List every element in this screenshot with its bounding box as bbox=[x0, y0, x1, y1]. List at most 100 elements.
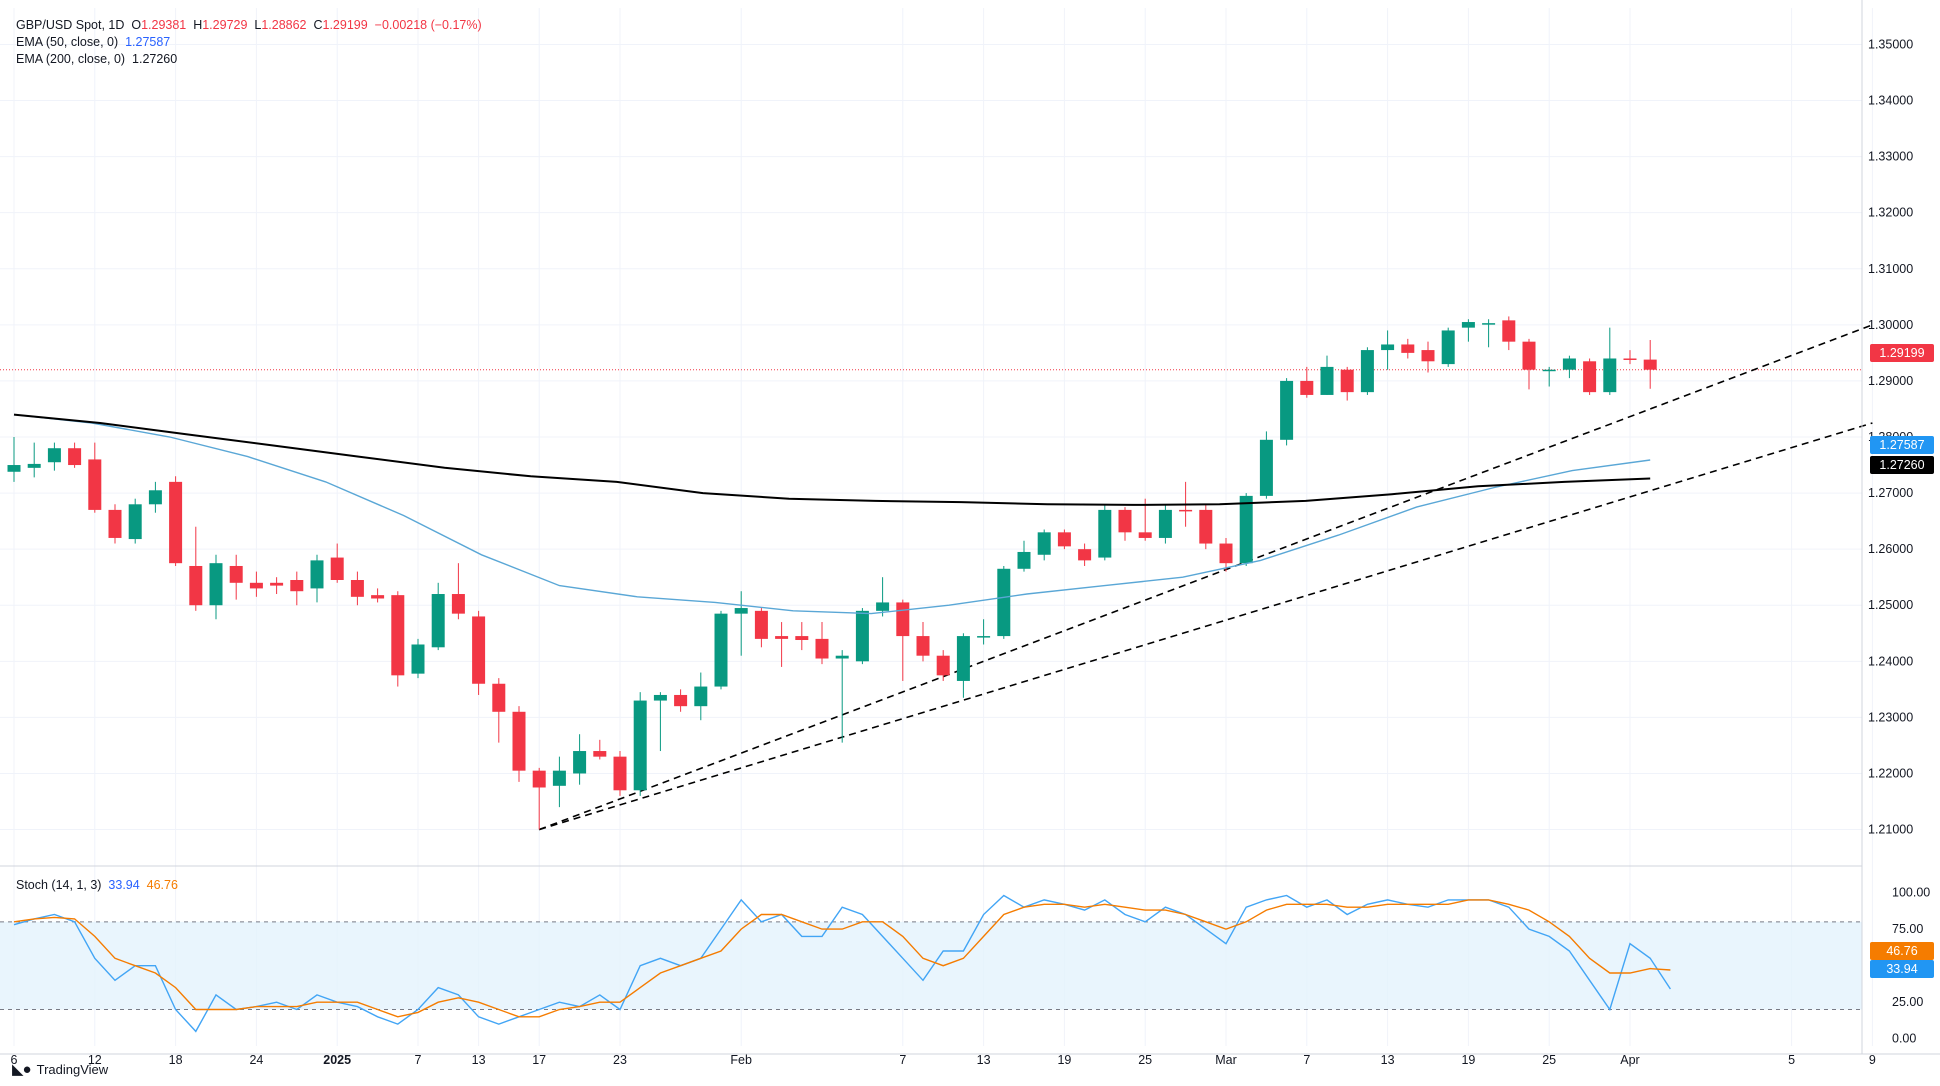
candle-body-up bbox=[1320, 366, 1334, 395]
legend-close: 1.29199 bbox=[322, 18, 368, 32]
time-tick-label: 19 bbox=[1057, 1053, 1071, 1067]
tradingview-logo[interactable]: ◣● TradingView bbox=[12, 1060, 108, 1078]
candle-body-down bbox=[270, 582, 284, 586]
candle-body-up bbox=[734, 608, 748, 614]
time-tick-label: Apr bbox=[1620, 1053, 1639, 1067]
candle-body-down bbox=[1522, 341, 1536, 370]
candle-body-down bbox=[492, 683, 506, 712]
candle-body-down bbox=[371, 595, 385, 599]
candle-body-up bbox=[47, 448, 61, 463]
candle-body-down bbox=[1118, 509, 1132, 533]
time-tick-label: 25 bbox=[1138, 1053, 1152, 1067]
candle-body-up bbox=[1603, 358, 1617, 393]
candle-body-down bbox=[88, 459, 102, 510]
candle-body-down bbox=[1421, 350, 1435, 362]
stoch-d-badge: 46.76 bbox=[1870, 942, 1934, 960]
candle-body-down bbox=[1199, 509, 1213, 544]
price-tick-label: 1.31000 bbox=[1868, 262, 1913, 276]
trendline bbox=[538, 324, 1873, 831]
ema200-line bbox=[13, 413, 1651, 506]
ema-lines bbox=[13, 413, 1651, 615]
candle-body-down bbox=[108, 509, 122, 538]
time-tick-label: 13 bbox=[1381, 1053, 1395, 1067]
candle-body-down bbox=[1300, 380, 1314, 395]
stoch-tick-label: 75.00 bbox=[1892, 922, 1923, 936]
price-tick-label: 1.34000 bbox=[1868, 94, 1913, 108]
ema50-label: EMA (50, close, 0) bbox=[16, 35, 119, 49]
ema50-legend: EMA (50, close, 0) 1.27587 bbox=[16, 35, 170, 49]
candle-body-down bbox=[451, 594, 465, 614]
time-tick-label: 19 bbox=[1461, 1053, 1475, 1067]
time-tick-label: 24 bbox=[249, 1053, 263, 1067]
candle-body-down bbox=[1219, 543, 1233, 564]
time-tick-label: 5 bbox=[1788, 1053, 1795, 1067]
stoch-label: Stoch (14, 1, 3) bbox=[16, 878, 102, 892]
candle-body-up bbox=[209, 563, 223, 606]
candle-body-up bbox=[310, 560, 324, 589]
candle-body-down bbox=[1623, 358, 1637, 360]
price-tick-label: 1.32000 bbox=[1868, 206, 1913, 220]
time-tick-label: 23 bbox=[613, 1053, 627, 1067]
legend-change: −0.00218 (−0.17%) bbox=[374, 18, 482, 32]
price-tick-label: 1.30000 bbox=[1868, 318, 1913, 332]
ema200-label: EMA (200, close, 0) bbox=[16, 52, 126, 66]
candle-body-up bbox=[1562, 358, 1576, 370]
candle-body-up bbox=[411, 644, 425, 674]
price-tick-label: 1.23000 bbox=[1868, 710, 1913, 724]
candle-body-down bbox=[1057, 532, 1071, 547]
candle-body-up bbox=[27, 463, 41, 468]
candle-body-up bbox=[1037, 532, 1051, 555]
candle-body-up bbox=[1017, 551, 1031, 569]
candle-body-up bbox=[1482, 323, 1496, 325]
candle-body-up bbox=[573, 751, 587, 774]
ema50-badge: 1.27587 bbox=[1870, 436, 1934, 454]
candle-body-up bbox=[1542, 369, 1556, 372]
time-tick-label: 6 bbox=[11, 1053, 18, 1067]
candle-body-down bbox=[1643, 359, 1657, 370]
candles bbox=[7, 316, 1657, 830]
candle-body-down bbox=[613, 756, 627, 791]
time-tick-label: 13 bbox=[472, 1053, 486, 1067]
candle-body-up bbox=[552, 770, 566, 786]
stoch-tick-label: 0.00 bbox=[1892, 1032, 1916, 1046]
ema200-value: 1.27260 bbox=[132, 52, 178, 66]
stoch-k-value: 33.94 bbox=[108, 878, 140, 892]
candle-body-up bbox=[1461, 322, 1475, 328]
candle-body-up bbox=[977, 636, 991, 638]
time-tick-label: Feb bbox=[730, 1053, 752, 1067]
candle-body-down bbox=[775, 636, 789, 639]
ema200-badge: 1.27260 bbox=[1870, 456, 1934, 474]
candle-body-up bbox=[855, 610, 869, 662]
legend-close-label: C bbox=[313, 18, 323, 32]
price-tick-label: 1.25000 bbox=[1868, 598, 1913, 612]
candle-body-down bbox=[532, 770, 546, 788]
legend-open-label: O bbox=[131, 18, 142, 32]
candle-body-down bbox=[1179, 509, 1193, 512]
candle-body-down bbox=[350, 580, 364, 597]
candle-body-up bbox=[714, 613, 728, 687]
candle-body-up bbox=[1441, 330, 1455, 365]
candle-body-down bbox=[896, 602, 910, 637]
price-tick-label: 1.26000 bbox=[1868, 542, 1913, 556]
candle-body-down bbox=[795, 636, 809, 641]
candle-body-down bbox=[936, 655, 950, 676]
candle-body-down bbox=[512, 711, 526, 771]
price-tick-label: 1.35000 bbox=[1868, 37, 1913, 51]
candle-body-down bbox=[1078, 549, 1092, 561]
candle-body-down bbox=[472, 616, 486, 684]
candle-body-down bbox=[1138, 532, 1152, 538]
time-tick-label: 7 bbox=[899, 1053, 906, 1067]
candle-body-down bbox=[249, 582, 263, 589]
stoch-k-badge: 33.94 bbox=[1870, 960, 1934, 978]
stoch-tick-label: 25.00 bbox=[1892, 995, 1923, 1009]
legend-high: 1.29729 bbox=[202, 18, 248, 32]
candle-body-up bbox=[1360, 350, 1374, 393]
legend-high-label: H bbox=[193, 18, 203, 32]
stochastic-pane bbox=[0, 894, 1862, 1033]
time-tick-label: Mar bbox=[1215, 1053, 1237, 1067]
ema200-legend: EMA (200, close, 0) 1.27260 bbox=[16, 52, 177, 66]
ema50-value: 1.27587 bbox=[125, 35, 171, 49]
candle-body-down bbox=[815, 638, 829, 659]
candle-body-down bbox=[330, 557, 344, 580]
time-tick-label: 25 bbox=[1542, 1053, 1556, 1067]
